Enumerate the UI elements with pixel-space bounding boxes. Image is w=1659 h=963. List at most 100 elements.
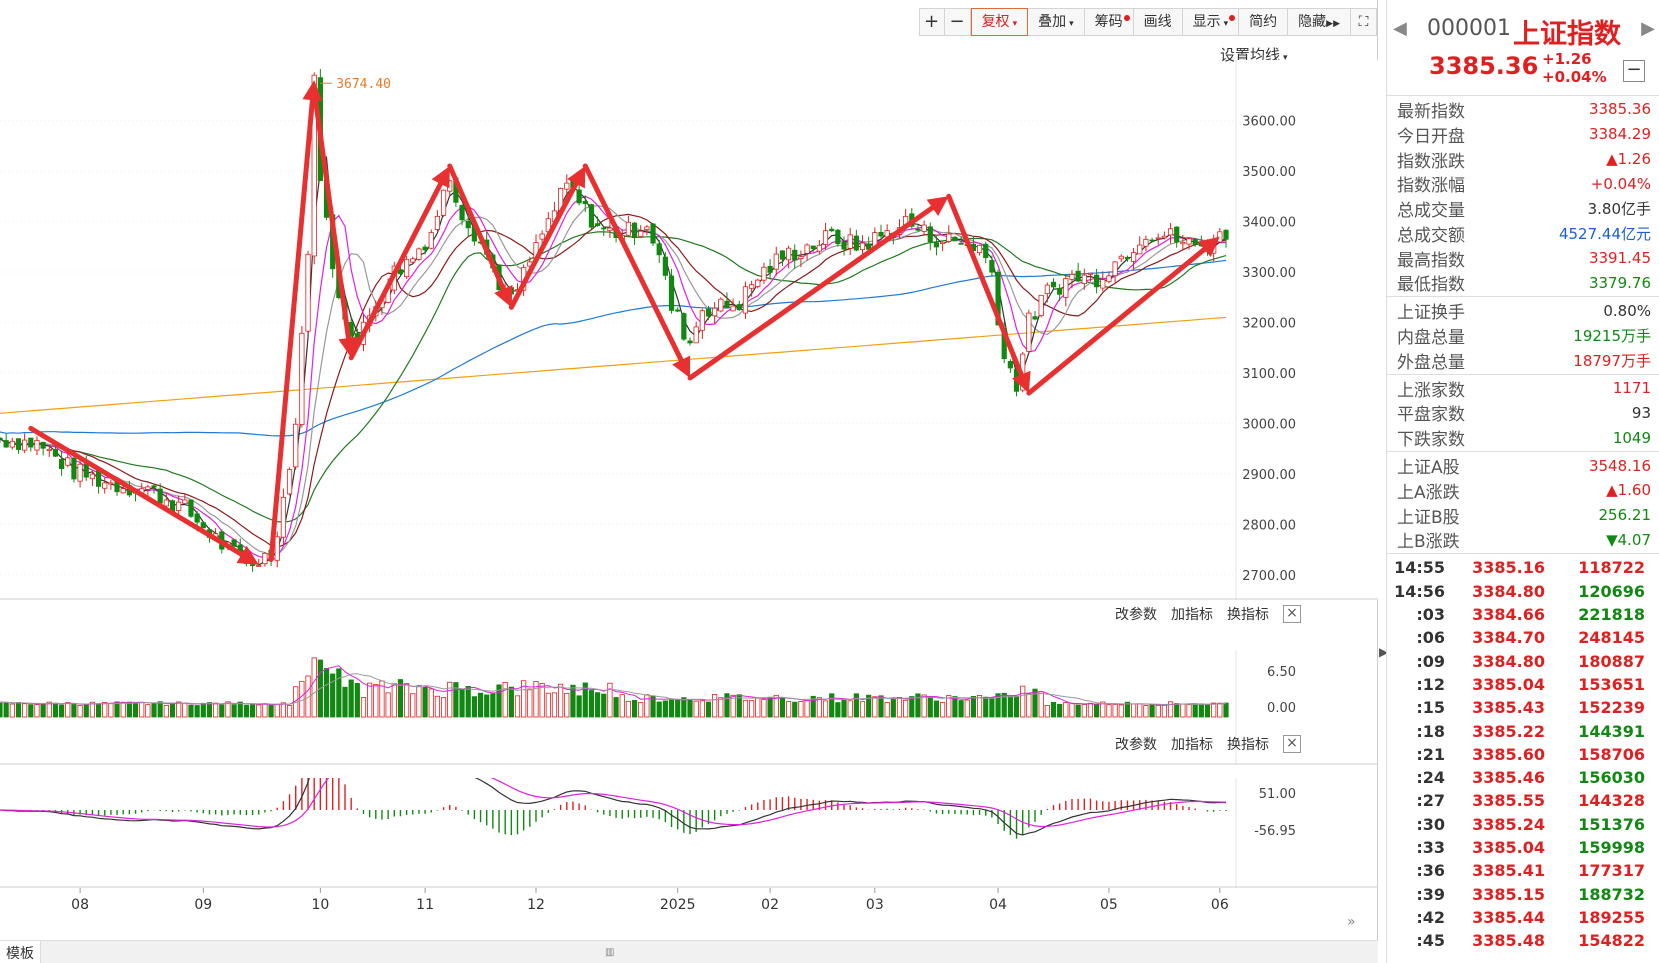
candle-body — [194, 513, 200, 523]
candle-body — [3, 440, 9, 448]
volume-bar — [896, 697, 903, 718]
x-tick-label: 08 — [71, 897, 89, 913]
candle-body — [705, 308, 712, 317]
volume-bar — [662, 700, 668, 718]
tick-row[interactable]: :06 3384.70 248145 — [1387, 626, 1659, 649]
trend-arrow — [582, 163, 684, 363]
quote-label: 今日开盘 — [1397, 126, 1465, 147]
trend-arrowhead — [494, 284, 513, 308]
toolbar-item-0[interactable]: 复权 ▾ — [970, 8, 1029, 36]
tick-volume: 144391 — [1578, 721, 1645, 741]
kline-chart-area[interactable]: + − 复权 ▾ 叠加 ▾ 筹码 画线 显示 ▾ 简约 隐藏▶▶ ⛶ 设置均线 ▾ 3600.00 3… — [0, 0, 1378, 963]
volume-tick-label: 0.00 — [1267, 701, 1296, 716]
zoom-out-button[interactable]: − — [944, 8, 971, 36]
volume-add-indicator-button[interactable]: 加指标 — [1171, 607, 1213, 623]
x-tick-label: 04 — [989, 897, 1007, 913]
tick-row[interactable]: :42 3385.44 189255 — [1387, 906, 1659, 929]
trend-arrow — [946, 193, 1024, 378]
quote-label: 最高指数 — [1397, 250, 1465, 271]
ma60-line — [0, 231, 1227, 523]
tick-row[interactable]: :33 3385.04 159998 — [1387, 836, 1659, 859]
macd-switch-indicator-button[interactable]: 换指标 — [1227, 737, 1269, 753]
template-tab[interactable]: 模板 — [0, 941, 41, 963]
trend-arrow — [348, 181, 444, 361]
macd-add-indicator-button[interactable]: 加指标 — [1171, 737, 1213, 753]
tick-row[interactable]: 14:55 3385.16 118722 — [1387, 556, 1659, 579]
volume-bar — [749, 700, 755, 718]
candle-body — [108, 482, 114, 485]
tick-row[interactable]: :15 3385.43 152239 — [1387, 696, 1659, 719]
toolbar-item-4[interactable]: 显示 ▾ — [1182, 8, 1240, 36]
collapse-quote-button[interactable]: − — [1623, 60, 1645, 82]
tick-row[interactable]: :03 3384.66 221818 — [1387, 603, 1659, 626]
candle-body — [601, 227, 607, 230]
quote-label: 上证B股 — [1397, 507, 1460, 528]
volume-bar — [1063, 702, 1069, 718]
candle-body — [1032, 316, 1038, 320]
tick-row[interactable]: :09 3384.80 180887 — [1387, 650, 1659, 673]
page-next-icon[interactable]: » — [1347, 914, 1356, 930]
toolbar-item-3[interactable]: 画线 — [1133, 8, 1183, 36]
tick-row[interactable]: :30 3385.24 151376 — [1387, 813, 1659, 836]
macd-tick-label: 51.00 — [1259, 787, 1296, 802]
macd-indicator-bar: 改参数 加指标 换指标 × — [1115, 734, 1301, 754]
quote-row: 上B涨跌 ▼4.07 — [1387, 528, 1659, 553]
volume-params-button[interactable]: 改参数 — [1115, 607, 1157, 623]
candle-body — [576, 189, 582, 204]
toolbar-item-6[interactable]: 隐藏▶▶ — [1288, 8, 1351, 36]
scroll-grip-icon[interactable]: ▥ — [605, 947, 615, 958]
tick-row[interactable]: :45 3385.48 154822 — [1387, 929, 1659, 952]
price-chart[interactable]: 3600.00 3500.00 3400.00 3300.00 3200.00 3100.… — [0, 60, 1378, 600]
quote-value: 1171 — [1612, 379, 1651, 398]
quote-header: ◀ 000001 上证指数 ▶ 3385.36 +1.26 +0.04% − — [1387, 0, 1659, 96]
volume-switch-indicator-button[interactable]: 换指标 — [1227, 607, 1269, 623]
quote-stats: 最新指数 3385.36 今日开盘 3384.29 指数涨跌 ▲1.26 指数涨幅 +0.04… — [1387, 96, 1659, 555]
trend-arrow — [28, 425, 245, 557]
toolbar-item-1[interactable]: 叠加 ▾ — [1028, 8, 1085, 36]
candle-body — [65, 457, 71, 466]
volume-bar — [194, 705, 200, 718]
tick-row[interactable]: :18 3385.22 144391 — [1387, 719, 1659, 742]
candle-body — [878, 231, 884, 237]
volume-bar — [1130, 703, 1137, 718]
volume-chart[interactable]: 13.106.500.00 — [0, 650, 1378, 765]
candle-body — [650, 223, 656, 244]
candle-body — [730, 305, 736, 312]
tick-time: :36 — [1416, 861, 1445, 881]
chart-toolbar: + − 复权 ▾ 叠加 ▾ 筹码 画线 显示 ▾ 简约 隐藏▶▶ ⛶ — [918, 8, 1377, 36]
toolbar-item-2[interactable]: 筹码 — [1084, 8, 1134, 36]
macd-params-button[interactable]: 改参数 — [1115, 737, 1157, 753]
volume-bar — [447, 681, 453, 718]
prev-stock-icon[interactable]: ◀ — [1393, 18, 1407, 39]
quote-row: 外盘总量 18797万手 — [1387, 348, 1659, 373]
volume-bar — [798, 701, 804, 718]
change-value: +1.26 — [1542, 50, 1592, 68]
fullscreen-icon[interactable]: ⛶ — [1351, 8, 1377, 36]
tick-row[interactable]: :36 3385.41 177317 — [1387, 859, 1659, 882]
tick-list[interactable]: 14:55 3385.16 118722 14:56 3384.80 120696:03 3… — [1387, 554, 1659, 952]
volume-bar — [360, 697, 367, 718]
tick-row[interactable]: :27 3385.55 144328 — [1387, 789, 1659, 812]
zoom-in-button[interactable]: + — [918, 8, 945, 36]
ma-setting-dropdown[interactable]: 设置均线 ▾ — [1220, 44, 1288, 65]
toolbar-item-5[interactable]: 简约 — [1239, 8, 1289, 36]
tick-row[interactable]: :24 3385.46 156030 — [1387, 766, 1659, 789]
quote-row: 上A涨跌 ▲1.60 — [1387, 478, 1659, 503]
collapse-panel-icon[interactable]: ▶ — [1379, 645, 1389, 659]
next-stock-icon[interactable]: ▶ — [1641, 18, 1655, 39]
tick-time: :24 — [1416, 768, 1445, 788]
tick-volume: 177317 — [1578, 861, 1645, 881]
chevron-down-icon: ▾ — [1012, 19, 1018, 29]
candle-body — [286, 469, 293, 495]
volume-bar — [496, 684, 502, 718]
tick-row[interactable]: :39 3385.15 188732 — [1387, 883, 1659, 906]
tick-row[interactable]: 14:56 3384.80 120696 — [1387, 580, 1659, 603]
volume-bar — [120, 701, 126, 718]
volume-bar — [471, 696, 477, 718]
volume-close-icon[interactable]: × — [1283, 605, 1301, 623]
tick-row[interactable]: :21 3385.60 158706 — [1387, 743, 1659, 766]
volume-bar — [1100, 701, 1106, 718]
tick-row[interactable]: :12 3385.04 153651 — [1387, 673, 1659, 696]
macd-chart[interactable]: 161.1451.00-56.95 — [0, 778, 1378, 888]
macd-close-icon[interactable]: × — [1283, 735, 1301, 753]
